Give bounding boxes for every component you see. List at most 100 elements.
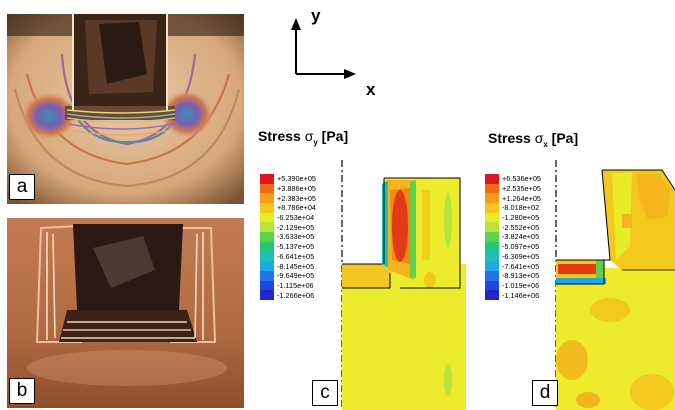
stress-x-legend-value: -1.019e+06 <box>502 280 540 290</box>
stress-x-legend: +6.536e+05 +2.535e+05 +1.264e+05 -8.018e+02… <box>485 174 541 300</box>
stress-y-legend-swatch <box>260 261 274 271</box>
photo-a <box>7 14 244 204</box>
stress-x-legend-value: -1.280e+05 <box>502 213 540 223</box>
stress-y-legend: +5.390e+05 +3.886e+05 +2.383e+05 +8.786e+04… <box>260 174 316 300</box>
stress-y-legend-row: -1.115e+06 <box>260 280 316 291</box>
stress-x-title-main: Stress <box>488 130 531 146</box>
stress-y-legend-row: -5.137e+05 <box>260 241 316 252</box>
stress-x-legend-swatch <box>485 261 499 271</box>
stress-y-legend-swatch <box>260 232 274 242</box>
stress-x-legend-value: -7.641e+05 <box>502 261 540 271</box>
stress-y-legend-row: +2.383e+05 <box>260 193 316 204</box>
stress-x-legend-swatch <box>485 193 499 204</box>
stress-y-legend-swatch <box>260 212 274 223</box>
stress-y-legend-row: -6.253e+04 <box>260 212 316 223</box>
stress-y-legend-swatch <box>260 241 274 252</box>
stress-x-legend-row: -2.552e+05 <box>485 222 541 233</box>
stress-y-legend-row: -6.641e+05 <box>260 251 316 262</box>
stress-y-legend-swatch <box>260 222 274 233</box>
x-axis-label: x <box>366 80 376 99</box>
photo-a-image <box>7 14 244 204</box>
stress-y-legend-swatch <box>260 290 274 300</box>
stress-x-legend-row: +1.264e+05 <box>485 193 541 204</box>
stress-x-legend-value: -3.824e+05 <box>502 232 540 242</box>
x-arrow-icon <box>344 69 356 79</box>
stress-x-legend-row: -8.913e+05 <box>485 270 541 281</box>
stress-y-legend-value: +5.390e+05 <box>277 174 316 184</box>
stress-y-legend-row: -2.129e+05 <box>260 222 316 233</box>
stress-x-legend-row: -5.097e+05 <box>485 241 541 252</box>
stress-y-legend-value: -5.137e+05 <box>277 242 315 252</box>
stress-y-unit: [Pa] <box>317 128 349 144</box>
stress-y-legend-value: -6.253e+04 <box>277 213 315 223</box>
stress-x-legend-value: -8.018e+02 <box>502 203 540 213</box>
stress-y-legend-swatch <box>260 270 274 281</box>
stress-y-symbol: σ <box>304 128 314 144</box>
stress-y-legend-row: -3.633e+05 <box>260 232 316 242</box>
max-stress-zone-c <box>392 190 408 262</box>
stress-x-symbol: σ <box>534 130 544 146</box>
max-stress-zone-d <box>558 264 598 274</box>
stress-x-legend-row: -7.641e+05 <box>485 261 541 271</box>
stress-x-legend-row: -8.018e+02 <box>485 203 541 213</box>
panel-label-c: c <box>312 380 338 406</box>
photo-b-image <box>7 218 244 408</box>
stress-y-legend-row: +3.886e+05 <box>260 183 316 194</box>
panel-label-a: a <box>9 174 35 200</box>
stress-y-legend-value: +2.383e+05 <box>277 193 316 203</box>
panel-label-d: d <box>532 380 558 406</box>
stress-y-legend-value: -2.129e+05 <box>277 222 315 232</box>
stress-y-legend-swatch <box>260 251 274 262</box>
stress-x-legend-row: -1.280e+05 <box>485 212 541 223</box>
stress-y-legend-swatch <box>260 280 274 291</box>
stress-x-legend-value: +2.535e+05 <box>502 184 541 194</box>
stress-x-legend-value: -8.913e+05 <box>502 271 540 281</box>
stress-x-legend-value: -5.097e+05 <box>502 242 540 252</box>
stress-x-legend-row: -6.369e+05 <box>485 251 541 262</box>
stress-x-legend-swatch <box>485 241 499 252</box>
stress-y-legend-value: -3.633e+05 <box>277 232 315 242</box>
stress-x-legend-value: -6.369e+05 <box>502 251 540 261</box>
stress-y-legend-value: -1.115e+06 <box>277 280 314 290</box>
stress-y-legend-row: +8.786e+04 <box>260 203 316 213</box>
stress-y-title-main: Stress <box>258 128 301 144</box>
stress-y-legend-row: -8.145e+05 <box>260 261 316 271</box>
stress-x-legend-swatch <box>485 270 499 281</box>
stress-x-legend-swatch <box>485 203 499 213</box>
y-axis-label: y <box>311 6 321 25</box>
stress-y-legend-value: -6.641e+05 <box>277 251 315 261</box>
stress-x-subscript: x <box>543 139 548 149</box>
fem-plot-d <box>555 160 675 410</box>
stress-y-legend-row: -1.266e+06 <box>260 290 316 300</box>
stress-y-legend-row: -9.649e+05 <box>260 270 316 281</box>
stress-y-legend-swatch <box>260 183 274 194</box>
stress-x-title: Stress σx [Pa] <box>488 130 578 149</box>
stress-x-legend-swatch <box>485 280 499 291</box>
stress-x-legend-row: -1.146e+06 <box>485 290 541 300</box>
y-arrow-icon <box>291 18 301 30</box>
stress-y-legend-swatch <box>260 203 274 213</box>
stress-y-legend-value: +8.786e+04 <box>277 203 316 213</box>
stress-y-legend-value: -8.145e+05 <box>277 261 315 271</box>
stress-x-legend-row: -1.019e+06 <box>485 280 541 291</box>
stress-y-legend-value: -9.649e+05 <box>277 271 315 281</box>
stress-x-legend-value: -1.146e+06 <box>502 290 540 300</box>
stress-x-legend-swatch <box>485 222 499 233</box>
stress-x-legend-swatch <box>485 251 499 262</box>
panel-label-b: b <box>9 378 35 404</box>
stress-y-legend-swatch <box>260 193 274 204</box>
stress-y-legend-row: +5.390e+05 <box>260 174 316 184</box>
stress-x-legend-row: +2.535e+05 <box>485 183 541 194</box>
stress-y-legend-swatch <box>260 174 274 184</box>
xy-axes <box>291 18 356 79</box>
stress-y-title: Stress σy [Pa] <box>258 128 348 147</box>
stress-x-legend-swatch <box>485 183 499 194</box>
stress-x-legend-value: -2.552e+05 <box>502 222 540 232</box>
stress-x-legend-swatch <box>485 174 499 184</box>
stress-y-legend-value: -1.266e+06 <box>277 290 315 300</box>
stress-y-subscript: y <box>313 137 318 147</box>
fem-plot-c <box>341 160 466 410</box>
stress-x-legend-value: +6.536e+05 <box>502 174 541 184</box>
stress-x-legend-swatch <box>485 232 499 242</box>
stress-y-legend-value: +3.886e+05 <box>277 184 316 194</box>
